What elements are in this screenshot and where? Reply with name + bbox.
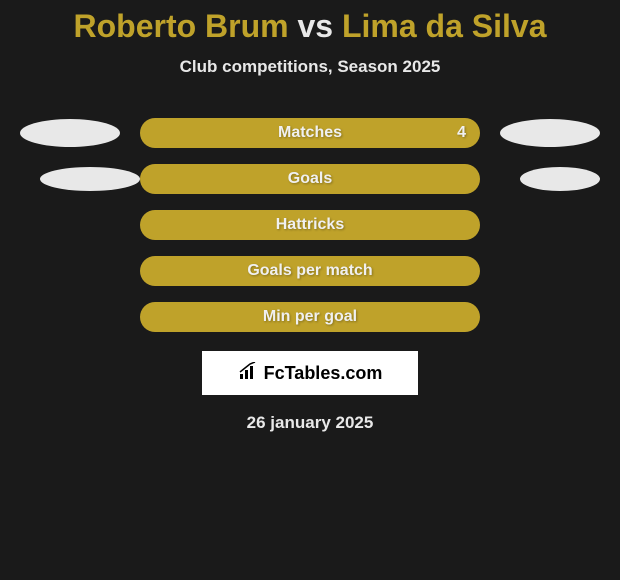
logo-label: FcTables.com [264, 363, 383, 384]
stat-row-gpm: Goals per match [0, 255, 620, 287]
date-label: 26 january 2025 [0, 413, 620, 433]
stat-bar: Matches 4 [140, 118, 480, 148]
stat-bar: Goals per match [140, 256, 480, 286]
player2-name: Lima da Silva [342, 8, 547, 44]
player1-name: Roberto Brum [73, 8, 288, 44]
right-ellipse [500, 119, 600, 147]
stat-value: 4 [457, 124, 466, 142]
left-ellipse [20, 119, 120, 147]
logo-box: FcTables.com [202, 351, 418, 395]
stat-bar: Hattricks [140, 210, 480, 240]
stat-bar: Min per goal [140, 302, 480, 332]
page-title: Roberto Brum vs Lima da Silva [0, 8, 620, 45]
stat-label: Goals per match [247, 262, 372, 280]
chart-icon [238, 362, 260, 385]
stat-row-mpg: Min per goal [0, 301, 620, 333]
comparison-container: Roberto Brum vs Lima da Silva Club compe… [0, 0, 620, 580]
stat-row-matches: Matches 4 [0, 117, 620, 149]
stat-row-goals: Goals [0, 163, 620, 195]
stat-label: Matches [278, 124, 342, 142]
stat-row-hattricks: Hattricks [0, 209, 620, 241]
right-ellipse [520, 167, 600, 191]
stat-bar: Goals [140, 164, 480, 194]
vs-label: vs [297, 8, 333, 44]
logo-text: FcTables.com [238, 362, 383, 385]
stat-rows: Matches 4 Goals Hattricks [0, 117, 620, 333]
stat-label: Goals [288, 170, 332, 188]
stat-label: Min per goal [263, 308, 357, 326]
stat-label: Hattricks [276, 216, 344, 234]
left-ellipse [40, 167, 140, 191]
subtitle: Club competitions, Season 2025 [0, 57, 620, 77]
